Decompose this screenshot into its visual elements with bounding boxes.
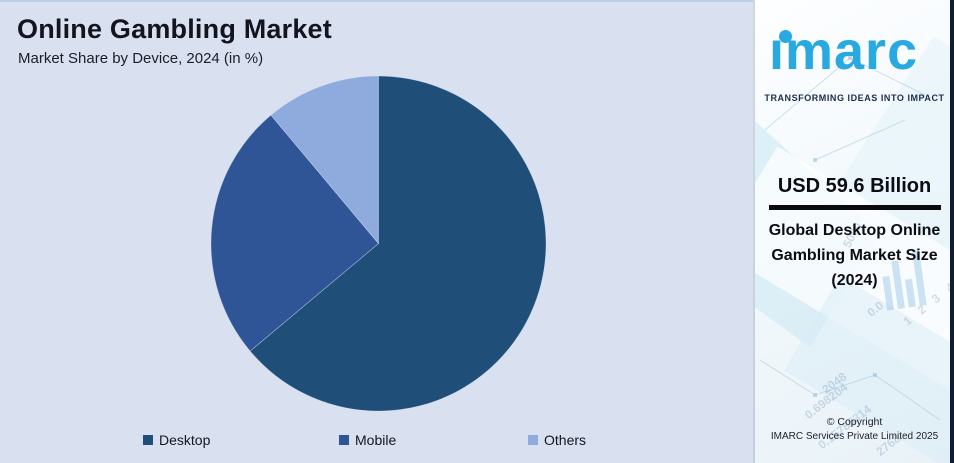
copyright-line1: © Copyright: [826, 416, 883, 428]
legend-item-mobile[interactable]: Mobile: [339, 432, 396, 448]
chart-legend: Desktop Mobile Others: [0, 2, 753, 463]
legend-item-others[interactable]: Others: [528, 432, 586, 448]
brand-sidebar: 5000 0.0 1 2 3 4 2048 0.698204 0.1578531…: [753, 0, 954, 463]
legend-swatch-mobile: [339, 435, 349, 445]
stat-block: USD 59.6 Billion Global Desktop Online Ga…: [755, 175, 954, 293]
legend-swatch-others: [528, 435, 538, 445]
right-edge-strip: [950, 0, 954, 463]
legend-label: Desktop: [159, 432, 211, 448]
stat-divider: [768, 205, 941, 210]
copyright: © Copyright IMARC Services Private Limit…: [755, 416, 954, 442]
pie-slice-mobile[interactable]: [210, 114, 379, 352]
stat-value: USD 59.6 Billion: [777, 175, 932, 197]
legend-label: Mobile: [355, 432, 397, 448]
pie-slice-desktop[interactable]: [249, 75, 547, 412]
page-subtitle: Market Share by Device, 2024 (in %): [18, 50, 264, 67]
chart-area: Online Gambling Market Market Share by D…: [0, 0, 753, 463]
pie-chart: [210, 75, 547, 412]
logo-wordmark: ımarc: [769, 21, 919, 81]
copyright-line2: IMARC Services Private Limited 2025: [770, 431, 939, 442]
logo-tagline: TRANSFORMING IDEAS INTO IMPACT: [764, 93, 945, 103]
legend-item-desktop[interactable]: Desktop: [143, 432, 210, 448]
stat-label: Global Desktop Online Gambling Market Siz…: [768, 222, 941, 289]
pie-chart-container: [210, 75, 547, 412]
pie-slice-others[interactable]: [270, 75, 379, 245]
watermark-text: 0.0: [864, 298, 887, 320]
legend-swatch-desktop: [143, 435, 153, 445]
page-title: Online Gambling Market: [17, 14, 332, 44]
legend-label: Others: [544, 432, 587, 448]
